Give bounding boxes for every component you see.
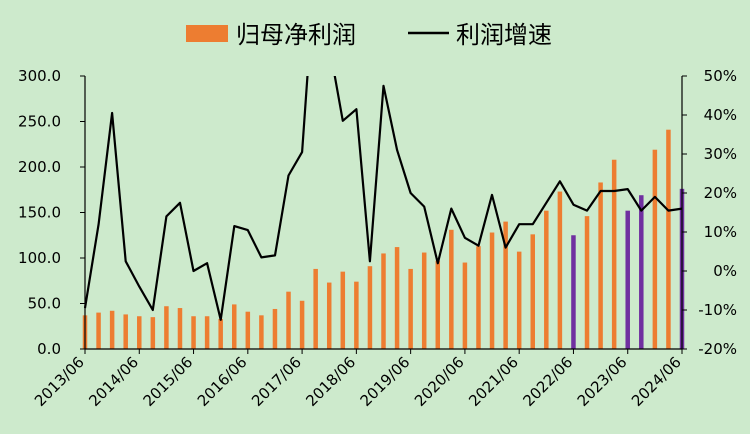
x-tick-label: 2017/06: [248, 353, 305, 410]
bar: [652, 149, 658, 349]
x-tick-label: 2020/06: [411, 353, 468, 410]
bar: [177, 308, 183, 349]
bar: [489, 232, 495, 349]
bar: [584, 216, 590, 349]
bar: [272, 308, 278, 349]
bar: [204, 316, 210, 349]
bar: [503, 221, 508, 349]
bar: [408, 268, 413, 349]
bar: [354, 281, 359, 349]
x-tick-label: 2016/06: [194, 353, 251, 410]
left-y-tick-label: 250.0: [18, 113, 61, 131]
x-tick-label: 2021/06: [465, 353, 522, 410]
bar: [516, 251, 522, 349]
bar: [435, 260, 441, 349]
bar: [394, 247, 400, 349]
bar: [476, 246, 481, 349]
right-y-tick-label: 0%: [713, 262, 737, 280]
bar: [571, 235, 576, 349]
bar: [164, 306, 169, 349]
legend-bar-swatch: [186, 25, 228, 42]
bar: [557, 191, 563, 349]
bar: [259, 315, 264, 349]
right-y-tick-label: 50%: [704, 67, 737, 85]
bar: [462, 262, 468, 349]
bar: [218, 318, 223, 349]
x-tick-label: 2014/06: [85, 353, 142, 410]
bar: [232, 304, 237, 349]
x-tick-label: 2024/06: [628, 353, 685, 410]
bar-series: [82, 129, 685, 349]
left-y-tick-label: 100.0: [18, 249, 61, 267]
x-tick-label: 2013/06: [31, 353, 88, 410]
growth-line: [83, 76, 683, 321]
line-series: [83, 76, 683, 321]
left-y-tick-label: 50.0: [28, 295, 61, 313]
bar: [137, 316, 142, 349]
bar: [367, 266, 373, 349]
bar: [340, 271, 346, 349]
bar: [639, 195, 644, 349]
bar: [544, 210, 549, 349]
bar: [326, 282, 332, 349]
right-y-tick-label: 10%: [704, 223, 737, 241]
right-y-tick-label: 30%: [704, 145, 737, 163]
bar: [191, 316, 196, 349]
bar: [245, 311, 251, 349]
bar: [421, 252, 427, 349]
bar: [625, 210, 630, 349]
bar: [299, 300, 305, 349]
bar: [666, 129, 671, 349]
right-y-tick-label: -10%: [698, 301, 737, 319]
x-tick-label: 2019/06: [357, 353, 414, 410]
bar: [123, 314, 128, 349]
right-y-tick-label: 20%: [704, 184, 737, 202]
legend: 归母净利润 利润增速: [186, 21, 552, 49]
left-y-tick-label: 300.0: [18, 67, 61, 85]
bar: [381, 253, 386, 349]
left-y-tick-label: 200.0: [18, 158, 61, 176]
bar: [313, 268, 318, 349]
bar: [611, 159, 617, 349]
bar: [530, 234, 535, 349]
bar: [449, 229, 454, 349]
right-y-tick-label: 40%: [704, 106, 737, 124]
right-y-tick-label: -20%: [698, 340, 737, 358]
bar: [598, 182, 603, 349]
x-tick-label: 2015/06: [140, 353, 197, 410]
bar: [109, 310, 115, 349]
bar: [286, 291, 291, 349]
bar: [150, 317, 156, 349]
x-tick-label: 2018/06: [302, 353, 359, 410]
legend-bar-label: 归母净利润: [236, 21, 356, 49]
bar: [96, 312, 101, 349]
legend-line-label: 利润增速: [456, 21, 552, 49]
left-y-tick-label: 0.0: [37, 340, 61, 358]
x-tick-label: 2022/06: [519, 353, 576, 410]
x-tick-label: 2023/06: [574, 353, 631, 410]
left-y-tick-label: 150.0: [18, 204, 61, 222]
